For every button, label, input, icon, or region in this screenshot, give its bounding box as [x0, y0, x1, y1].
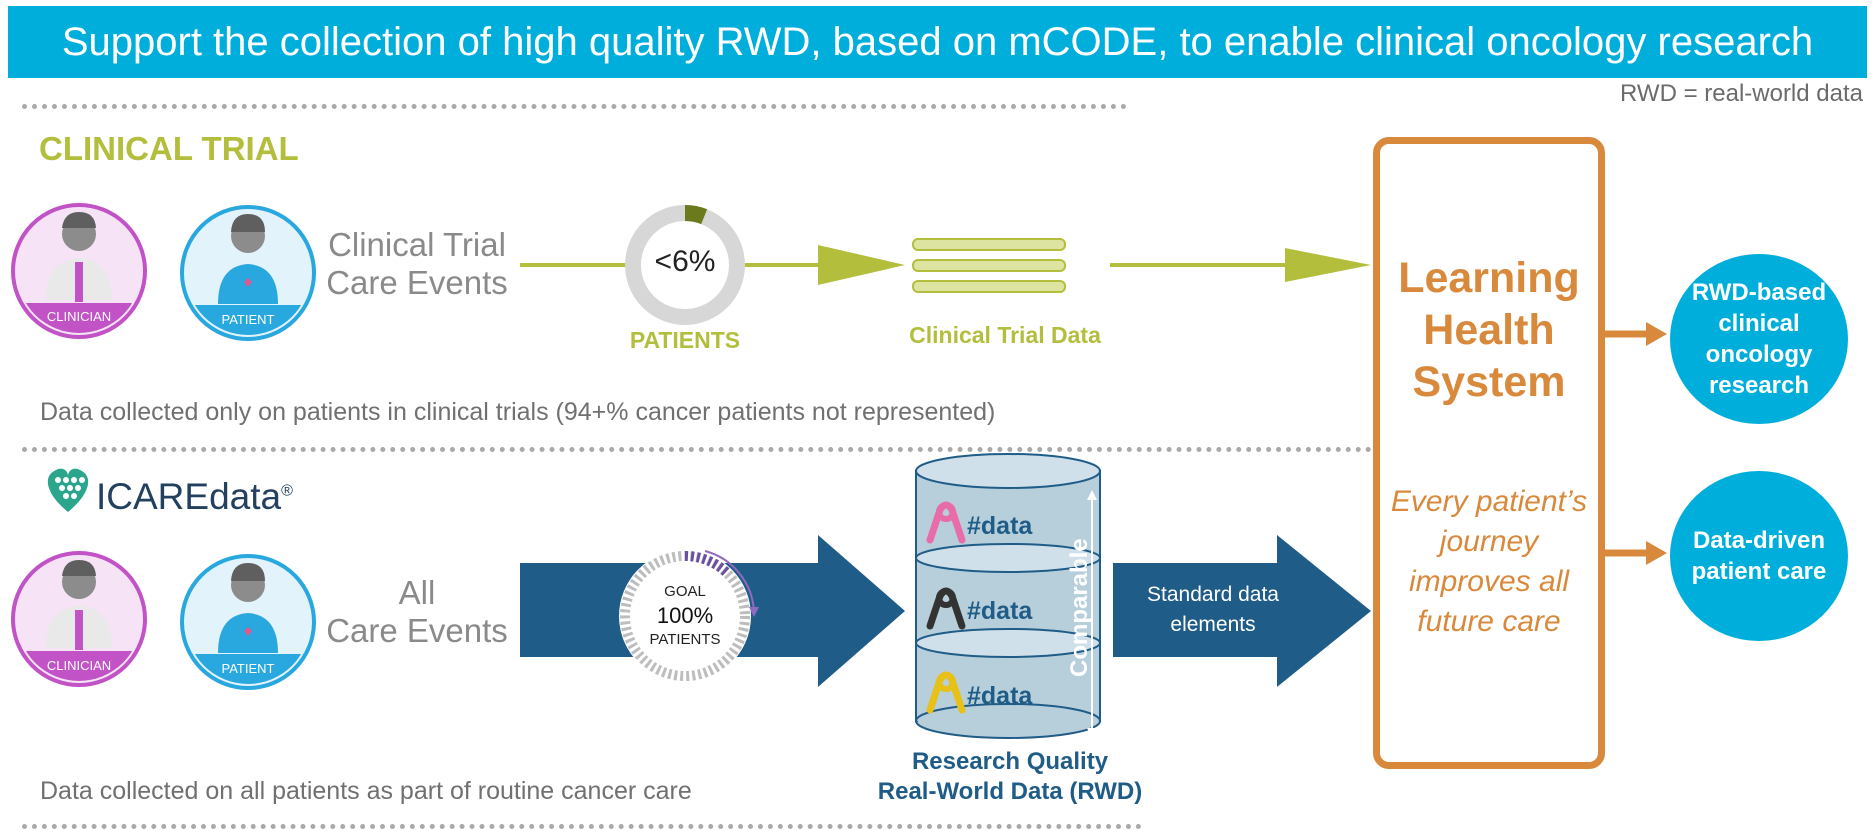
- lhs-title-line2: Health: [1423, 306, 1555, 354]
- trial-arrow-1: [818, 245, 905, 285]
- patient-care-circle: Data-driven patient care: [1670, 471, 1848, 641]
- lhs-title-line3: System: [1412, 358, 1566, 406]
- clinician-label-trial: CLINICIAN: [47, 309, 111, 324]
- research-quality-rwd-label: Research Quality Real-World Data (RWD): [860, 747, 1160, 807]
- rwd-research-circle: RWD-based clinical oncology research: [1670, 254, 1848, 424]
- title-banner: Support the collection of high quality R…: [8, 6, 1867, 78]
- research-line1: RWD-based: [1691, 279, 1827, 306]
- patient-label-icare: PATIENT: [222, 661, 275, 676]
- icaredata-brand-name: ICAREdata: [96, 476, 282, 517]
- lhs-title: Learning Health System: [1373, 252, 1605, 408]
- patient-avatar-icare: PATIENT: [180, 554, 316, 690]
- goal-sublabel: PATIENTS: [649, 631, 721, 648]
- patient-label-trial: PATIENT: [222, 312, 275, 327]
- lhs-sub-line2: journey: [1439, 525, 1539, 558]
- lhs-sub-line4: future care: [1417, 605, 1561, 638]
- bottom-divider: [22, 824, 1142, 829]
- clinical-trial-title: CLINICAL TRIAL: [39, 130, 299, 167]
- rq-line2: Real-World Data (RWD): [877, 778, 1143, 805]
- pink-ribbon-icon: [926, 501, 966, 544]
- patients-donut: [625, 205, 745, 325]
- clinical-trial-data-stack: [912, 238, 1066, 293]
- lhs-title-line1: Learning: [1398, 254, 1580, 302]
- standard-data-elements-label: Standard data elements: [1118, 580, 1308, 640]
- goal-label: GOAL: [664, 583, 706, 600]
- clinician-avatar-trial: CLINICIAN: [11, 203, 147, 339]
- lhs-sub-line1: Every patient’s: [1390, 485, 1588, 518]
- db-row-1-label: #data: [967, 512, 1033, 540]
- icaredata-brand-mark: ®: [281, 482, 293, 500]
- goal-gauge: [619, 550, 759, 682]
- trial-events-line2: Care Events: [326, 264, 508, 301]
- standard-elements-arrow: [1113, 535, 1371, 687]
- icaredata-brand: ICAREdata®: [96, 476, 293, 518]
- clinical-trial-data-label: Clinical Trial Data: [909, 322, 1101, 348]
- top-divider: [22, 104, 1127, 109]
- std-line1: Standard data: [1147, 583, 1279, 606]
- lhs-subtitle: Every patient’s journey improves all fut…: [1373, 482, 1605, 642]
- clinical-trial-caption: Data collected only on patients in clini…: [40, 398, 996, 426]
- clinician-avatar-icare: CLINICIAN: [11, 551, 147, 687]
- gold-ribbon-icon: [926, 671, 966, 714]
- db-row-2-label: #data: [967, 597, 1033, 625]
- learning-health-system-box: [1373, 137, 1605, 769]
- lhs-sub-line3: improves all: [1408, 565, 1570, 598]
- all-events-line1: All: [398, 574, 436, 611]
- care-line2: patient care: [1691, 558, 1827, 585]
- lhs-care-arrow: [1646, 541, 1667, 565]
- rwd-definition-note: RWD = real-world data: [1620, 80, 1863, 107]
- all-care-events-label: All Care Events: [322, 574, 512, 650]
- rwd-database: [915, 453, 1101, 739]
- banner-title: Support the collection of high quality R…: [61, 19, 1814, 64]
- clinician-label-icare: CLINICIAN: [47, 658, 111, 673]
- comparable-label: Comparable: [1066, 538, 1093, 677]
- middle-divider: [22, 447, 1372, 452]
- db-row-3-label: #data: [967, 682, 1033, 710]
- trial-events-line1: Clinical Trial: [328, 226, 506, 263]
- trial-care-events-label: Clinical Trial Care Events: [322, 226, 512, 302]
- donut-label: PATIENTS: [629, 327, 741, 353]
- icaredata-heart-logo: [47, 468, 89, 512]
- care-line1: Data-driven: [1692, 527, 1826, 554]
- trial-arrow-2: [1285, 248, 1371, 282]
- all-events-line2: Care Events: [326, 612, 508, 649]
- goal-gauge-text: GOAL 100% PATIENTS: [625, 580, 745, 652]
- patient-avatar-trial: PATIENT: [180, 205, 316, 341]
- research-line2: clinical: [1718, 310, 1800, 337]
- lhs-research-arrow: [1646, 322, 1667, 346]
- research-line4: research: [1708, 372, 1810, 399]
- std-line2: elements: [1170, 613, 1256, 636]
- rq-line1: Research Quality: [911, 748, 1109, 775]
- donut-value: <6%: [654, 245, 716, 278]
- black-ribbon-icon: [926, 587, 966, 630]
- goal-value: 100%: [656, 603, 714, 628]
- research-line3: oncology: [1705, 341, 1813, 368]
- icaredata-caption: Data collected on all patients as part o…: [40, 777, 692, 805]
